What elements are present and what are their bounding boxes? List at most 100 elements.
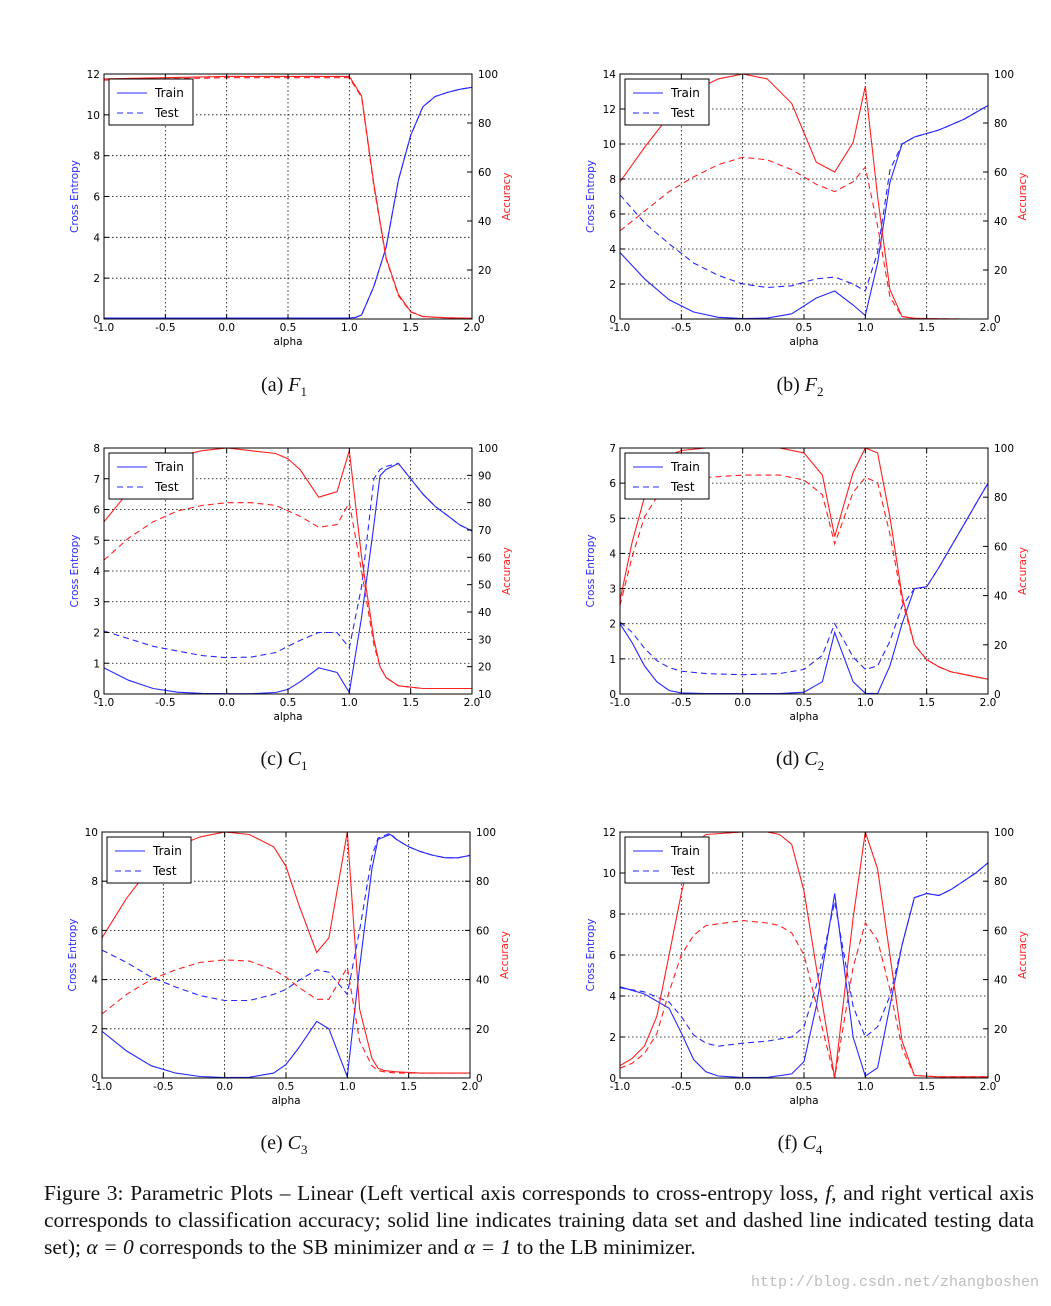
y-left-tick-label: 5 <box>609 513 616 525</box>
y-left-tick-label: 1 <box>609 654 616 666</box>
legend-label-test: Test <box>670 480 695 494</box>
y-left-tick-label: 7 <box>93 474 100 486</box>
x-tick-label: -0.5 <box>153 1081 174 1093</box>
y-right-tick-label: 20 <box>994 640 1007 652</box>
y-left-tick-label: 6 <box>91 925 98 937</box>
x-axis-label: alpha <box>273 336 302 348</box>
y-left-tick-label: 0 <box>93 314 100 326</box>
y-right-tick-label: 20 <box>478 265 491 277</box>
y-left-tick-label: 0 <box>609 1073 616 1085</box>
legend-box <box>624 452 710 500</box>
y-left-tick-label: 4 <box>609 244 616 256</box>
y-left-tick-label: 4 <box>609 991 616 1003</box>
series-line-accuracy-test <box>620 156 964 319</box>
legend-label-test: Test <box>670 864 695 878</box>
y-left-tick-label: 8 <box>93 443 100 455</box>
y-right-axis-label: Accuracy <box>501 173 513 221</box>
x-tick-label: 1.0 <box>857 1081 874 1093</box>
series-line-loss-test <box>620 105 988 292</box>
x-tick-label: 1.0 <box>339 1081 356 1093</box>
y-right-axis-label: Accuracy <box>499 931 511 979</box>
legend-label-test: Test <box>154 106 179 120</box>
y-left-tick-label: 6 <box>609 950 616 962</box>
series-line-loss-test <box>620 482 988 676</box>
y-right-axis-label: Accuracy <box>1017 173 1029 221</box>
x-tick-label: 1.0 <box>341 697 358 709</box>
y-right-tick-label: 60 <box>994 167 1007 179</box>
chart-panel-f: -1.0 -0.5 0.0 0.5 1.0 1.5 2.002468101202040608… <box>585 827 1029 1107</box>
y-left-tick-label: 1 <box>93 658 100 670</box>
x-tick-label: 1.5 <box>918 322 935 334</box>
y-left-tick-label: 8 <box>609 174 616 186</box>
subcaption-c: (c) C1 <box>260 748 308 773</box>
subcaption-b: (b) F2 <box>776 374 824 399</box>
y-left-tick-label: 2 <box>609 619 616 631</box>
y-left-tick-label: 0 <box>91 1073 98 1085</box>
legend: Train Test <box>108 78 194 126</box>
y-left-tick-label: 3 <box>609 584 616 596</box>
series-line-loss-test <box>102 832 470 1002</box>
y-left-tick-label: 4 <box>93 232 100 244</box>
x-tick-label: 0.0 <box>734 1081 751 1093</box>
y-right-tick-label: 70 <box>478 525 491 537</box>
y-right-tick-label: 60 <box>478 167 491 179</box>
y-right-tick-label: 40 <box>994 216 1007 228</box>
series-line-accuracy-test <box>620 920 988 1078</box>
series-line-loss-test <box>620 862 988 1047</box>
legend-label-train: Train <box>154 460 184 474</box>
y-left-axis-label: Cross Entropy <box>67 919 79 992</box>
y-left-tick-label: 2 <box>93 628 100 640</box>
y-left-tick-label: 4 <box>609 548 616 560</box>
x-tick-label: 1.5 <box>400 1081 417 1093</box>
y-right-tick-label: 80 <box>478 498 491 510</box>
y-right-tick-label: 0 <box>994 1073 1001 1085</box>
x-tick-label: -1.0 <box>610 322 631 334</box>
y-right-tick-label: 100 <box>478 69 498 81</box>
y-right-tick-label: 40 <box>476 975 489 987</box>
y-right-tick-label: 0 <box>478 314 485 326</box>
y-left-tick-label: 6 <box>609 209 616 221</box>
legend-box <box>624 836 710 884</box>
y-left-tick-label: 0 <box>93 689 100 701</box>
y-left-tick-label: 10 <box>87 110 100 122</box>
series-line-accuracy-test <box>620 474 988 680</box>
legend-label-test: Test <box>154 480 179 494</box>
x-tick-label: 1.0 <box>341 322 358 334</box>
legend-label-test: Test <box>152 864 177 878</box>
x-tick-label: 0.5 <box>278 1081 295 1093</box>
series-line-loss-test <box>104 462 472 659</box>
x-tick-label: 1.5 <box>918 1081 935 1093</box>
x-tick-label: -0.5 <box>671 322 692 334</box>
y-left-tick-label: 7 <box>609 443 616 455</box>
series-line-loss-test <box>104 86 472 319</box>
x-axis-label: alpha <box>273 711 302 723</box>
x-tick-label: 1.0 <box>857 322 874 334</box>
x-tick-label: 2.0 <box>980 322 997 334</box>
figure-caption: Figure 3: Parametric Plots – Linear (Lef… <box>44 1181 1034 1259</box>
subcaption-d: (d) C2 <box>775 748 825 773</box>
x-tick-label: 1.5 <box>402 697 419 709</box>
y-right-tick-label: 20 <box>994 1024 1007 1036</box>
x-tick-label: 0.5 <box>280 322 297 334</box>
y-left-tick-label: 2 <box>609 1032 616 1044</box>
y-right-tick-label: 40 <box>994 975 1007 987</box>
chart-panel-e: -1.0 -0.5 0.0 0.5 1.0 1.5 2.002468100204060801… <box>67 827 511 1107</box>
y-left-tick-label: 10 <box>603 868 616 880</box>
y-left-tick-label: 2 <box>93 273 100 285</box>
legend: Train Test <box>108 452 194 500</box>
x-tick-label: -0.5 <box>155 322 176 334</box>
x-tick-label: 2.0 <box>462 1081 479 1093</box>
x-tick-label: 1.5 <box>402 322 419 334</box>
x-tick-label: 0.5 <box>796 697 813 709</box>
x-tick-label: -1.0 <box>94 697 115 709</box>
y-right-tick-label: 0 <box>476 1073 483 1085</box>
y-right-tick-label: 100 <box>994 69 1014 81</box>
y-right-tick-label: 10 <box>478 689 491 701</box>
y-right-tick-label: 20 <box>994 265 1007 277</box>
y-right-tick-label: 0 <box>994 689 1001 701</box>
subcaption-e: (e) C3 <box>260 1132 308 1157</box>
y-left-tick-label: 6 <box>609 478 616 490</box>
legend-label-test: Test <box>670 106 695 120</box>
y-right-tick-label: 0 <box>994 314 1001 326</box>
y-right-tick-label: 60 <box>478 552 491 564</box>
